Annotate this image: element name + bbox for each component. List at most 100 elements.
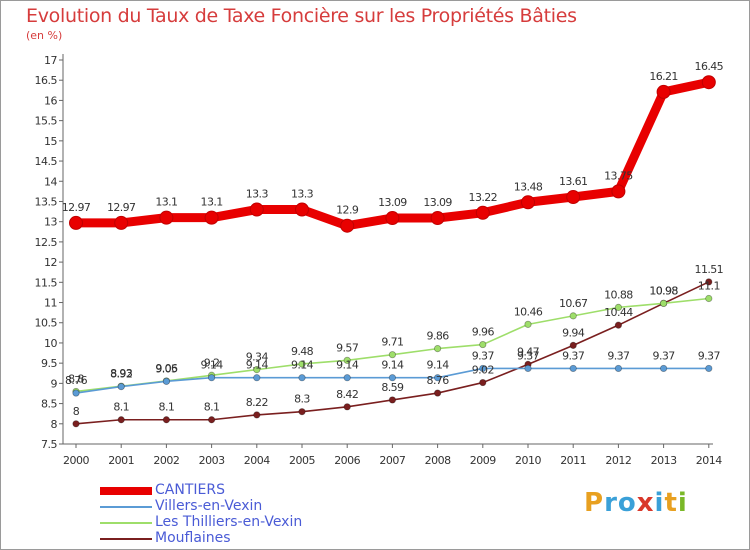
y-tick-label: 15.5 <box>35 115 58 128</box>
data-label-mouflaines: 11.51 <box>695 263 724 276</box>
data-label-cantiers: 12.97 <box>107 201 136 214</box>
data-label-villers-en-vexin: 9.05 <box>155 362 178 375</box>
data-label-mouflaines: 8.1 <box>113 401 129 414</box>
data-label-villers-en-vexin: 9.37 <box>698 349 721 362</box>
y-tick-label: 16 <box>44 94 57 107</box>
y-tick-label: 8.5 <box>41 398 57 411</box>
data-point-mouflaines <box>569 341 577 349</box>
data-label-les-thilliers-en-vexin: 9.06 <box>155 362 178 375</box>
x-tick-label: 2011 <box>560 454 586 467</box>
y-tick-label: 11.5 <box>35 276 58 289</box>
data-point-villers-en-vexin <box>208 374 216 382</box>
data-point-cantiers <box>69 215 83 230</box>
data-point-cantiers <box>159 210 174 225</box>
data-point-villers-en-vexin <box>388 374 396 382</box>
data-point-cantiers <box>204 210 219 225</box>
legend-swatch <box>100 506 152 508</box>
data-point-mouflaines <box>479 378 487 387</box>
x-tick-label: 2010 <box>515 454 541 467</box>
x-tick-label: 2008 <box>425 454 451 467</box>
data-label-les-thilliers-en-vexin: 9.86 <box>427 330 450 343</box>
data-point-les-thilliers-en-vexin <box>433 345 442 353</box>
data-label-mouflaines: 8.1 <box>204 401 220 414</box>
data-label-cantiers: 16.21 <box>649 70 678 83</box>
data-point-cantiers <box>340 218 355 233</box>
data-label-les-thilliers-en-vexin: 8.93 <box>110 367 133 380</box>
data-label-les-thilliers-en-vexin: 9.34 <box>246 351 269 364</box>
data-label-les-thilliers-en-vexin: 10.98 <box>649 284 678 297</box>
y-tick-label: 12.5 <box>35 236 58 249</box>
data-label-les-thilliers-en-vexin: 10.46 <box>514 305 543 318</box>
data-point-cantiers <box>611 184 626 199</box>
data-label-villers-en-vexin: 9.14 <box>246 359 269 372</box>
data-point-les-thilliers-en-vexin <box>705 294 713 303</box>
data-point-les-thilliers-en-vexin <box>659 299 668 307</box>
data-point-villers-en-vexin <box>298 374 306 382</box>
legend-swatch <box>100 487 152 495</box>
data-point-les-thilliers-en-vexin <box>569 312 577 320</box>
data-point-cantiers <box>566 190 581 205</box>
data-point-villers-en-vexin <box>253 374 261 382</box>
chart-title: Evolution du Taux de Taxe Foncière sur l… <box>26 5 577 27</box>
data-label-villers-en-vexin: 8.76 <box>65 374 88 387</box>
data-point-mouflaines <box>705 278 713 286</box>
data-label-cantiers: 13.1 <box>201 196 223 209</box>
data-label-mouflaines: 10.98 <box>649 284 678 297</box>
proxiti-logo: Proxiti <box>584 488 688 518</box>
data-point-cantiers <box>656 84 671 99</box>
data-label-mouflaines: 10.44 <box>604 306 633 319</box>
data-label-villers-en-vexin: 9.14 <box>381 359 404 372</box>
data-point-villers-en-vexin <box>569 364 577 373</box>
data-point-mouflaines <box>388 396 396 404</box>
data-label-les-thilliers-en-vexin: 10.88 <box>604 288 633 301</box>
data-label-mouflaines: 8.3 <box>294 393 310 406</box>
x-tick-label: 2005 <box>289 454 315 467</box>
y-tick-label: 12 <box>44 256 57 269</box>
data-label-les-thilliers-en-vexin: 9.57 <box>336 341 359 354</box>
y-tick-label: 14 <box>44 175 57 188</box>
data-label-villers-en-vexin: 9.14 <box>427 359 450 372</box>
legend-label: Mouflaines <box>155 530 231 546</box>
data-point-villers-en-vexin <box>72 389 80 397</box>
y-tick-label: 17 <box>44 54 57 67</box>
data-point-villers-en-vexin <box>343 374 351 382</box>
data-point-villers-en-vexin <box>117 383 125 391</box>
data-point-mouflaines <box>343 403 351 411</box>
data-point-cantiers <box>701 75 716 90</box>
data-label-mouflaines: 8.59 <box>381 381 404 394</box>
x-tick-label: 2001 <box>108 454 134 467</box>
data-point-mouflaines <box>208 416 216 424</box>
y-tick-label: 9 <box>51 377 58 390</box>
data-point-cantiers <box>475 205 490 220</box>
x-tick-label: 2002 <box>153 454 179 467</box>
data-label-les-thilliers-en-vexin: 9.48 <box>291 345 314 358</box>
y-tick-label: 7.5 <box>41 438 57 451</box>
y-tick-label: 15 <box>44 135 57 148</box>
data-point-villers-en-vexin <box>524 364 532 373</box>
data-point-mouflaines <box>253 411 261 419</box>
data-point-les-thilliers-en-vexin <box>614 303 623 311</box>
data-label-les-thilliers-en-vexin: 9.2 <box>204 356 220 369</box>
data-point-cantiers <box>430 211 445 226</box>
data-label-mouflaines: 9.94 <box>562 326 585 339</box>
data-label-cantiers: 13.3 <box>291 188 314 201</box>
legend-label: Villers-en-Vexin <box>155 498 263 514</box>
data-point-mouflaines <box>162 416 170 424</box>
data-point-les-thilliers-en-vexin <box>253 366 261 374</box>
data-point-villers-en-vexin <box>162 377 170 385</box>
y-tick-label: 16.5 <box>35 74 58 87</box>
data-point-villers-en-vexin <box>659 364 668 373</box>
data-label-mouflaines: 9.47 <box>517 345 540 358</box>
data-label-villers-en-vexin: 9.14 <box>201 359 224 372</box>
x-tick-label: 2009 <box>470 454 496 467</box>
data-label-cantiers: 13.48 <box>514 180 543 193</box>
data-label-mouflaines: 8.76 <box>427 374 450 387</box>
data-point-les-thilliers-en-vexin <box>479 340 487 349</box>
y-tick-label: 10.5 <box>35 317 58 330</box>
data-label-mouflaines: 8.1 <box>159 401 175 414</box>
data-label-villers-en-vexin: 9.37 <box>562 349 585 362</box>
data-label-mouflaines: 8 <box>73 405 80 418</box>
x-tick-label: 2013 <box>651 454 677 467</box>
data-point-les-thilliers-en-vexin <box>298 360 306 368</box>
